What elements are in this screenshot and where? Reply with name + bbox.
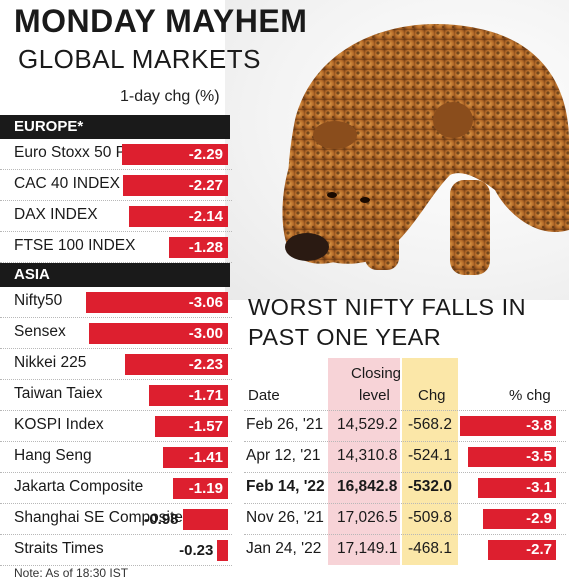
market-bar [124,354,228,375]
market-label: FTSE 100 INDEX [14,237,136,254]
row-date: Nov 26, '21 [246,509,324,526]
row-pct: -2.7 [526,541,552,558]
market-row: Sensex -3.00 [0,318,232,349]
row-date: Apr 12, '21 [246,447,321,464]
market-bar [172,478,228,499]
market-value: -1.57 [188,418,223,435]
row-pct: -3.1 [526,479,552,496]
market-bar [88,323,228,344]
row-pct: -2.9 [526,510,552,527]
market-row: Hang Seng -1.41 [0,442,232,473]
market-bar [122,175,228,196]
row-closing: 16,842.8 [337,478,398,495]
market-label: Nikkei 225 [14,354,87,371]
market-label: DAX INDEX [14,206,98,223]
bear-image [282,24,569,275]
row-date: Jan 24, '22 [246,540,322,557]
market-value: -2.27 [188,177,223,194]
row-pct-bar [460,416,556,436]
row-chg: -509.8 [408,509,452,526]
header-closing-line1: Closing [351,365,402,382]
market-value: -1.41 [188,449,223,466]
table-row: Apr 12, '21 14,310.8 -524.1 -3.5 [244,441,566,472]
market-value: -3.06 [188,294,223,311]
market-row: CAC 40 INDEX -2.27 [0,170,232,201]
market-row: FTSE 100 INDEX -1.28 [0,232,232,263]
table-row: Feb 26, '21 14,529.2 -568.2 -3.8 [244,410,566,441]
market-value: -1.28 [188,239,223,256]
unit-note: 1-day chg (%) [120,88,220,105]
header-date: Date [248,387,280,404]
table-row: Jan 24, '22 17,149.1 -468.1 -2.7 [244,534,566,565]
row-chg: -568.2 [408,416,452,433]
market-bar [182,509,228,530]
row-closing: 14,529.2 [337,416,398,433]
market-value: -0.23 [179,542,214,559]
row-date: Feb 14, '22 [246,478,325,495]
row-closing: 17,149.1 [337,540,398,557]
market-label: KOSPI Index [14,416,104,433]
market-row: DAX INDEX -2.14 [0,201,232,232]
source-note: Note: As of 18:30 IST [14,566,129,580]
market-bar [128,206,228,227]
table-title: WORST NIFTY FALLS IN PAST ONE YEAR [248,294,527,350]
market-label: Euro Stoxx 50 Pr [14,144,132,161]
market-row: Taiwan Taiex -1.71 [0,380,232,411]
market-label: CAC 40 INDEX [14,175,120,192]
market-value: -0.98 [144,511,179,528]
market-label: Straits Times [14,540,104,557]
table-row: Feb 14, '22 16,842.8 -532.0 -3.1 [244,472,566,503]
bear-illustration [225,0,569,300]
row-pct-bar [467,447,556,467]
row-chg: -532.0 [408,478,452,495]
table-row: Nov 26, '21 17,026.5 -509.8 -2.9 [244,503,566,534]
row-chg: -524.1 [408,447,452,464]
market-label: Taiwan Taiex [14,385,103,402]
chg-column-highlight [402,358,458,565]
market-bar [217,540,228,561]
market-bar [155,416,228,437]
row-pct: -3.5 [526,448,552,465]
market-value: -1.19 [188,480,223,497]
market-bar [162,447,228,468]
market-label: Jakarta Composite [14,478,144,495]
market-label: Nifty50 [14,292,63,309]
page-subtitle: GLOBAL MARKETS [18,44,261,74]
market-row: Shanghai SE Composite -0.98 [0,504,232,535]
market-bar [168,237,228,258]
market-label: Sensex [14,323,66,340]
row-pct: -3.8 [526,417,552,434]
closing-column-highlight [328,358,400,565]
market-row: Straits Times -0.23 [0,535,232,566]
market-label: Shanghai SE Composite [14,509,183,526]
row-date: Feb 26, '21 [246,416,324,433]
row-pct-bar [487,540,556,560]
row-chg: -468.1 [408,540,452,557]
market-value: -2.29 [188,146,223,163]
market-row: Nifty50 -3.06 [0,287,232,318]
page-title: MONDAY MAYHEM [14,3,308,39]
market-value: -2.23 [188,356,223,373]
row-pct-bar [482,509,556,529]
market-bar [86,292,228,313]
header-chg: Chg [418,387,446,404]
header-closing-line2: level [359,387,390,404]
region-header-0: EUROPE* [0,115,230,139]
header-pct-chg: % chg [509,387,551,404]
market-value: -3.00 [188,325,223,342]
market-value: -1.71 [188,387,223,404]
market-row: Jakarta Composite -1.19 [0,473,232,504]
market-row: Euro Stoxx 50 Pr -2.29 [0,139,232,170]
market-row: KOSPI Index -1.57 [0,411,232,442]
row-pct-bar [477,478,556,498]
market-label: Hang Seng [14,447,92,464]
region-header-1: ASIA [0,263,230,287]
row-closing: 14,310.8 [337,447,398,464]
market-row: Nikkei 225 -2.23 [0,349,232,380]
market-value: -2.14 [188,208,223,225]
market-bar [148,385,228,406]
row-closing: 17,026.5 [337,509,398,526]
market-bar [121,144,228,165]
